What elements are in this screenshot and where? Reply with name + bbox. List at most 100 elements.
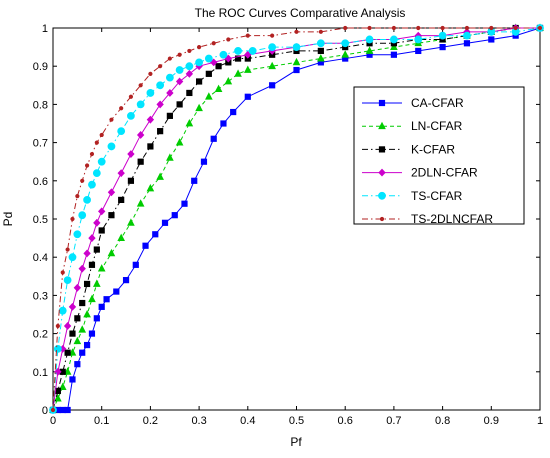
data-point (92, 169, 101, 178)
data-point (63, 276, 72, 285)
data-point (158, 64, 163, 69)
data-point (127, 177, 135, 184)
data-point (205, 92, 213, 100)
data-point (165, 73, 174, 82)
data-point (70, 216, 75, 222)
data-point (63, 367, 72, 375)
data-point (513, 25, 518, 31)
data-point (117, 127, 126, 136)
data-point (97, 264, 106, 272)
data-point (185, 62, 194, 71)
data-point (68, 253, 77, 262)
data-point (74, 361, 81, 368)
data-point (185, 69, 194, 78)
y-tick-label: 0.2 (33, 329, 48, 341)
data-point (439, 44, 446, 51)
data-point (127, 150, 135, 158)
series-5 (50, 25, 543, 413)
data-point (317, 47, 324, 55)
data-point (118, 196, 125, 204)
legend-item: K-CFAR (362, 142, 455, 156)
data-point (78, 325, 87, 333)
y-axis-label: Pd (1, 212, 15, 227)
y-tick-label: 0.5 (33, 214, 48, 226)
data-point (230, 108, 237, 116)
data-point (438, 31, 447, 40)
series-line (52, 27, 540, 411)
data-point (167, 56, 172, 61)
x-tick-label: 0.3 (191, 415, 206, 427)
data-point (55, 323, 60, 329)
data-point (88, 234, 96, 243)
data-point (268, 61, 276, 70)
data-point (107, 188, 116, 197)
data-point (148, 71, 153, 76)
data-point (136, 100, 145, 109)
data-point (166, 153, 174, 161)
data-point (127, 218, 135, 226)
data-point (177, 52, 182, 57)
series-lines (49, 23, 544, 414)
data-point (64, 349, 71, 356)
legend: CA-CFAR LN-CFAR K-CFAR 2DLN-CFAR TS-CFAR TS-2… (353, 86, 525, 226)
data-point (318, 29, 323, 34)
data-point (185, 119, 194, 127)
data-point (83, 341, 91, 349)
x-tick-label: 0.2 (143, 415, 158, 427)
data-point (176, 101, 183, 108)
data-point (317, 54, 325, 62)
data-point (88, 180, 96, 189)
data-point (113, 288, 120, 295)
data-point (69, 376, 76, 383)
data-point (58, 306, 67, 315)
y-tick-label: 1 (42, 23, 48, 35)
data-point (175, 138, 184, 146)
data-point (171, 212, 178, 219)
data-point (53, 344, 62, 353)
data-point (210, 58, 218, 67)
data-point (186, 89, 193, 97)
data-point (83, 196, 91, 204)
data-point (390, 35, 398, 44)
data-point (215, 63, 222, 70)
data-point (195, 58, 204, 67)
data-point (415, 47, 422, 55)
y-tick-label: 0.3 (33, 290, 48, 302)
data-point (137, 158, 144, 165)
legend-item: LN-CFAR (362, 119, 463, 133)
data-point (293, 66, 300, 74)
data-point (78, 211, 87, 220)
data-point (84, 163, 90, 168)
data-point (294, 29, 299, 34)
legend-label: LN-CFAR (411, 119, 463, 133)
data-point (117, 169, 125, 178)
data-point (146, 89, 155, 97)
data-point (50, 407, 56, 413)
data-point (489, 25, 494, 31)
data-point (80, 178, 85, 183)
data-point (152, 231, 159, 238)
data-point (195, 103, 203, 112)
data-point (146, 183, 155, 192)
series-line (52, 27, 540, 411)
x-tick-label: 0.7 (386, 415, 401, 427)
data-point (98, 303, 105, 310)
data-point (147, 143, 154, 150)
data-point (175, 77, 184, 86)
data-point (117, 233, 126, 241)
data-point (204, 54, 213, 63)
data-point (107, 142, 116, 151)
data-point (73, 336, 82, 345)
data-point (88, 261, 96, 268)
data-point (245, 33, 250, 38)
data-point (103, 296, 110, 303)
data-point (88, 330, 96, 337)
legend-marker (378, 121, 386, 130)
data-point (73, 230, 82, 239)
data-point (68, 348, 77, 356)
x-tick-label: 0.1 (94, 415, 109, 427)
data-point (128, 94, 134, 99)
y-tick-label: 0.9 (33, 61, 48, 73)
data-point (122, 277, 130, 284)
data-point (83, 249, 91, 258)
